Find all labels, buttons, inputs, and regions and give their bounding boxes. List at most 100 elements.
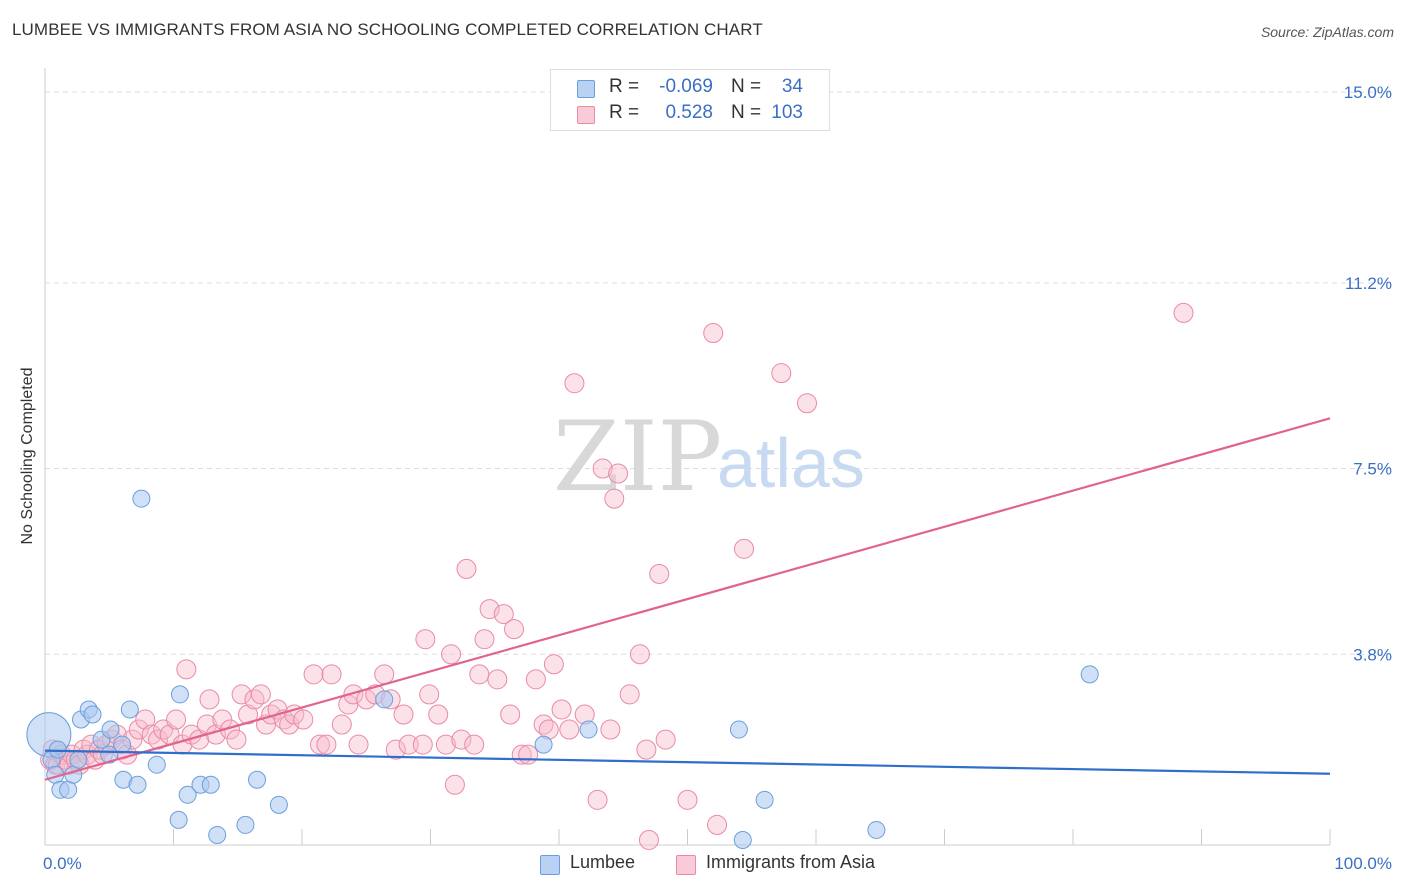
asia-point (393, 704, 414, 725)
asia-point (343, 684, 364, 705)
asia-point (604, 488, 625, 509)
asia-point (677, 789, 698, 810)
asia-point (564, 373, 585, 394)
watermark-zip: ZIP (553, 401, 722, 513)
asia-point (398, 734, 419, 755)
asia-point (321, 664, 342, 685)
asia-point (444, 774, 465, 795)
asia-point (493, 604, 514, 625)
asia-point (587, 789, 608, 810)
asia-point (385, 739, 406, 760)
lumbee-trend-line (44, 749, 1331, 775)
asia-point (592, 458, 613, 479)
asia-point (487, 669, 508, 690)
asia-point (619, 684, 640, 705)
correlation-row-asia: R = 0.528 N = 103 (551, 102, 829, 126)
r-value: 0.528 (665, 102, 713, 123)
trend-lines (44, 417, 1331, 781)
lumbee-point (208, 825, 227, 844)
source-label: Source: ZipAtlas.com (1260, 24, 1394, 40)
asia-point (551, 699, 572, 720)
asia-point (655, 729, 676, 750)
asia-point (135, 709, 156, 730)
lumbee-swatch (577, 80, 595, 98)
correlation-box: R = -0.069 N = 34 R = 0.528 N = 103 (550, 69, 830, 131)
x-tick-label: 100.0% (1334, 854, 1392, 873)
r-value: -0.069 (659, 76, 713, 97)
lumbee-point (248, 770, 267, 789)
y-tick-label: 3.8% (1353, 645, 1392, 664)
lumbee-point (733, 830, 752, 849)
legend-swatch-lumbee (540, 855, 560, 875)
x-tick-label: 0.0% (43, 854, 82, 873)
lumbee-point (1080, 665, 1099, 684)
lumbee-point (170, 685, 189, 704)
gridlines (45, 91, 1392, 655)
asia-point (734, 538, 755, 559)
asia-point (199, 689, 220, 710)
asia-point (451, 729, 472, 750)
asia-point (441, 644, 462, 665)
asia-point (629, 644, 650, 665)
asia-point (464, 734, 485, 755)
asia-point (600, 719, 621, 740)
asia-point (543, 654, 564, 675)
lumbee-point (69, 750, 88, 769)
lumbee-point (755, 790, 774, 809)
correlation-row-lumbee: R = -0.069 N = 34 (551, 76, 829, 100)
lumbee-point (201, 775, 220, 794)
watermark-atlas: atlas (717, 424, 865, 502)
chart-title: LUMBEE VS IMMIGRANTS FROM ASIA NO SCHOOL… (12, 20, 763, 39)
asia-point (309, 734, 330, 755)
asia-point (331, 714, 352, 735)
asia-point (374, 664, 395, 685)
asia-point (148, 729, 169, 750)
asia-point (419, 684, 440, 705)
lumbee-point (375, 690, 394, 709)
lumbee-point (729, 720, 748, 739)
y-tick-label: 11.2% (1345, 274, 1392, 293)
asia-point (412, 734, 433, 755)
tick-labels: 3.8% 7.5% 11.2% 15.0% 0.0% 100.0% (43, 83, 1392, 873)
legend-label-lumbee: Lumbee (570, 852, 636, 872)
lumbee-point (867, 820, 886, 839)
asia-point (638, 829, 659, 850)
asia-point (267, 699, 288, 720)
asia-point (797, 393, 818, 414)
asia-point (435, 734, 456, 755)
asia-point (348, 734, 369, 755)
lumbee-point (579, 720, 598, 739)
lumbee-point (48, 740, 67, 759)
lumbee-point (236, 815, 255, 834)
lumbee-points (26, 489, 1099, 849)
n-label: N = (731, 102, 762, 123)
asia-point (559, 719, 580, 740)
r-label: R = (609, 102, 640, 123)
asia-point (636, 739, 657, 760)
asia-point (428, 704, 449, 725)
lumbee-point (64, 765, 83, 784)
asia-point (504, 619, 525, 640)
asia-point (166, 709, 187, 730)
watermark: ZIP atlas (553, 401, 865, 513)
asia-point (703, 323, 724, 344)
lumbee-point (132, 489, 151, 508)
asia-point (456, 558, 477, 579)
legend-swatch-asia (676, 855, 696, 875)
asia-point (250, 684, 271, 705)
n-label: N = (731, 76, 762, 97)
asia-point (500, 704, 521, 725)
lumbee-point (147, 755, 166, 774)
asia-point (608, 463, 629, 484)
asia-point (525, 669, 546, 690)
asia-point (293, 709, 314, 730)
asia-point (284, 704, 305, 725)
lumbee-point (169, 810, 188, 829)
lumbee-point (101, 720, 120, 739)
lumbee-point (100, 745, 119, 764)
lumbee-point (534, 735, 553, 754)
asia-point (415, 629, 436, 650)
asia-point (303, 664, 324, 685)
asia-point (707, 814, 728, 835)
